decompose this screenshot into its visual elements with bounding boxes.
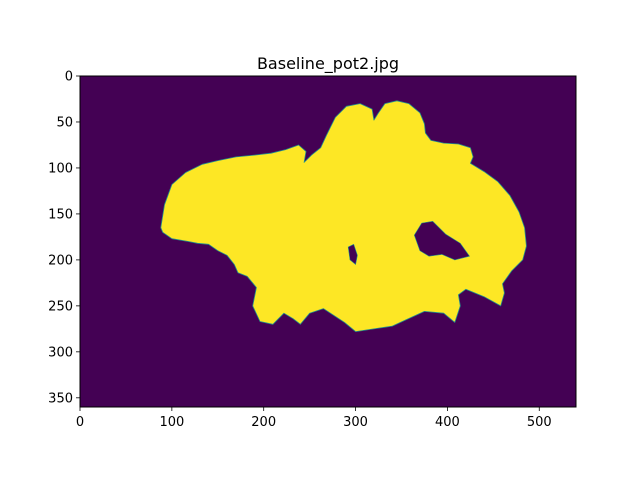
foreground-region-0 [160, 100, 527, 332]
y-axis: 0 50 100 150 200 250 300 350 [48, 70, 80, 406]
background-hole-0 [413, 220, 470, 261]
y-tick-label: 250 [48, 299, 73, 314]
y-tick-label: 150 [48, 207, 73, 222]
x-tick-label: 400 [435, 415, 460, 430]
x-tick-label: 300 [343, 415, 368, 430]
y-tick-label: 0 [65, 70, 73, 85]
y-tick-label: 100 [48, 161, 73, 176]
x-tick-label: 200 [251, 415, 276, 430]
x-tick-label: 100 [159, 415, 184, 430]
y-tick-label: 50 [56, 115, 73, 130]
y-tick-label: 350 [48, 391, 73, 406]
y-tick-label: 300 [48, 345, 73, 360]
x-tick-label: 0 [76, 415, 84, 430]
chart-title: Baseline_pot2.jpg [257, 54, 399, 74]
background-hole-1 [347, 243, 358, 266]
x-axis: 0 100 200 300 400 500 [76, 407, 552, 430]
x-tick-label: 500 [527, 415, 552, 430]
y-tick-label: 200 [48, 253, 73, 268]
mask-image [80, 76, 576, 407]
plot-frame [79, 75, 577, 408]
